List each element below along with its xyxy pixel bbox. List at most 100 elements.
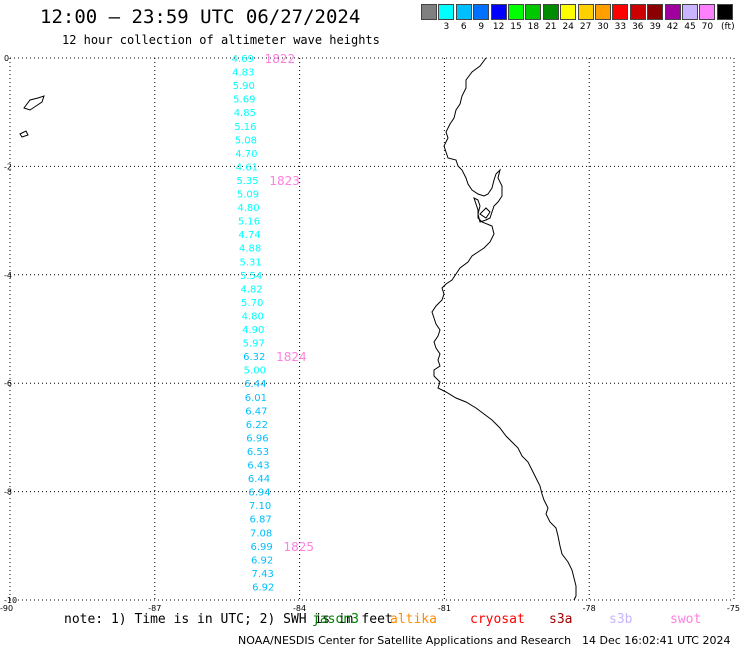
lon-tick-label: -81 bbox=[438, 604, 451, 613]
wave-height-value: 7.43 bbox=[252, 569, 274, 580]
pass-time-label: 1823 bbox=[269, 174, 300, 188]
map-grid bbox=[9, 57, 735, 601]
south-america-coastline bbox=[431, 57, 577, 601]
lat-tick-label: -2 bbox=[4, 162, 12, 171]
axis-tick-labels: -90 -87 -84 -81 -78 -75 0 -2 -4 -6 -8 -10 bbox=[0, 54, 740, 613]
lat-tick-label: -4 bbox=[4, 271, 12, 280]
wave-height-value: 6.01 bbox=[245, 393, 267, 404]
legend-label: 9 bbox=[478, 22, 485, 32]
wave-height-value: 6.99 bbox=[251, 542, 273, 553]
satellite-label-s3b: s3b bbox=[609, 612, 633, 627]
wave-height-value: 6.32 bbox=[243, 352, 265, 363]
legend-swatch bbox=[560, 4, 577, 20]
wave-height-value: 5.35 bbox=[236, 176, 258, 187]
legend-label: 27 bbox=[579, 22, 592, 32]
lat-tick-label: -6 bbox=[4, 379, 12, 388]
wave-height-value: 5.97 bbox=[243, 339, 265, 350]
wave-height-value: 5.09 bbox=[237, 190, 259, 201]
wave-height-value: 6.44 bbox=[244, 379, 266, 390]
lon-tick-label: -75 bbox=[727, 604, 740, 613]
coastline bbox=[19, 57, 577, 601]
legend-swatch bbox=[682, 4, 698, 20]
legend-label: 21 bbox=[545, 22, 557, 32]
legend-swatch bbox=[455, 4, 472, 20]
legend-label: 70 bbox=[701, 22, 714, 32]
wave-height-value: 6.96 bbox=[246, 433, 268, 444]
legend-swatch bbox=[716, 4, 733, 20]
legend-label: 12 bbox=[492, 22, 505, 32]
wave-height-legend: 3 6 9 12 15 18 21 24 27 30 33 36 39 42 45 70 (ft) bbox=[421, 4, 740, 36]
lon-tick-label: -87 bbox=[148, 604, 161, 613]
lon-tick-label: -90 bbox=[0, 604, 13, 613]
satellite-label-jason3: jason3 bbox=[312, 612, 359, 627]
satellite-label-cryosat: cryosat bbox=[470, 612, 525, 627]
pass-time-label: 1822 bbox=[265, 52, 296, 66]
wave-height-value: 6.87 bbox=[249, 515, 271, 526]
wave-height-value: 5.31 bbox=[239, 257, 261, 268]
satellite-label-swot: swot bbox=[670, 612, 702, 627]
legend-label: 36 bbox=[632, 22, 644, 32]
wave-height-value: 4.80 bbox=[237, 203, 259, 214]
wave-height-value: 6.47 bbox=[245, 406, 267, 417]
legend-swatch bbox=[542, 4, 559, 20]
wave-height-value: 5.16 bbox=[234, 122, 256, 133]
island-gulf bbox=[479, 207, 491, 219]
wave-height-value: 4.70 bbox=[235, 149, 257, 160]
footer-timestamp: 14 Dec 16:02:41 UTC 2024 bbox=[582, 634, 731, 647]
wave-height-value: 4.83 bbox=[232, 68, 254, 79]
legend-swatch bbox=[473, 4, 490, 20]
legend-swatch bbox=[595, 4, 611, 20]
wave-height-value: 5.08 bbox=[235, 135, 257, 146]
wave-height-value: 5.69 bbox=[233, 95, 255, 106]
satellite-label-s3a: s3a bbox=[549, 612, 573, 627]
wave-height-value: 6.43 bbox=[247, 461, 269, 472]
legend-label: 3 bbox=[443, 22, 450, 32]
legend-swatch bbox=[525, 4, 542, 20]
wave-height-value: 4.88 bbox=[239, 244, 261, 255]
wave-height-value: 6.92 bbox=[251, 555, 273, 566]
legend-label: 18 bbox=[527, 22, 540, 32]
altimeter-track: 4.69 4.83 5.90 5.69 4.85 5.16 5.08 4.70 4.61 5.35… bbox=[232, 54, 275, 593]
legend-swatch bbox=[421, 4, 437, 20]
legend-swatch bbox=[664, 4, 681, 20]
wave-height-value: 4.85 bbox=[234, 108, 256, 119]
legend-unit: (ft) bbox=[721, 22, 735, 32]
legend-label: 33 bbox=[614, 22, 627, 32]
legend-label: 24 bbox=[562, 22, 574, 32]
wave-height-value: 5.16 bbox=[238, 217, 260, 228]
footer-note: note: 1) Time is in UTC; 2) SWH is in fe… bbox=[64, 612, 393, 627]
legend-swatch bbox=[629, 4, 646, 20]
page-subtitle: 12 hour collection of altimeter wave hei… bbox=[62, 33, 380, 47]
legend-swatch bbox=[699, 4, 716, 20]
lon-tick-label: -84 bbox=[293, 604, 306, 613]
lat-tick-label: -10 bbox=[4, 596, 17, 605]
pass-time-labels: 1822 1823 1824 1825 bbox=[265, 52, 314, 554]
wave-height-value: 7.08 bbox=[250, 528, 272, 539]
pass-time-label: 1825 bbox=[284, 540, 315, 554]
footer-credit: NOAA/NESDIS Center for Satellite Applica… bbox=[238, 634, 572, 647]
wave-height-value: 6.44 bbox=[248, 474, 270, 485]
legend-label: 15 bbox=[510, 22, 522, 32]
legend-swatch bbox=[647, 4, 664, 20]
legend-label: 42 bbox=[666, 22, 679, 32]
satellite-label-altika: altika bbox=[390, 612, 437, 627]
wave-height-value: 5.54 bbox=[240, 271, 262, 282]
legend-label: 30 bbox=[597, 22, 609, 32]
wave-height-value: 5.70 bbox=[241, 298, 263, 309]
wave-height-value: 4.69 bbox=[232, 54, 254, 65]
legend-swatch bbox=[490, 4, 507, 20]
legend-label: 6 bbox=[460, 22, 467, 32]
page-title: 12:00 – 23:59 UTC 06/27/2024 bbox=[40, 6, 361, 28]
legend-swatch bbox=[577, 4, 594, 20]
wave-height-value: 5.90 bbox=[233, 81, 255, 92]
legend-swatch bbox=[612, 4, 629, 20]
wave-height-value: 4.74 bbox=[238, 230, 260, 241]
island-small bbox=[19, 130, 29, 138]
wave-height-value: 6.22 bbox=[246, 420, 268, 431]
legend-swatch bbox=[438, 4, 455, 20]
lon-tick-label: -78 bbox=[583, 604, 596, 613]
legend-swatch bbox=[508, 4, 524, 20]
lat-tick-label: -8 bbox=[4, 488, 12, 497]
